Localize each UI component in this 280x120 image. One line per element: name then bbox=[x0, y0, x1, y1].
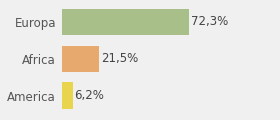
Text: 6,2%: 6,2% bbox=[75, 89, 104, 102]
Text: 72,3%: 72,3% bbox=[191, 15, 228, 28]
Text: 21,5%: 21,5% bbox=[102, 52, 139, 65]
Bar bbox=[62, 45, 99, 72]
Bar bbox=[62, 9, 189, 35]
Bar bbox=[62, 82, 73, 109]
